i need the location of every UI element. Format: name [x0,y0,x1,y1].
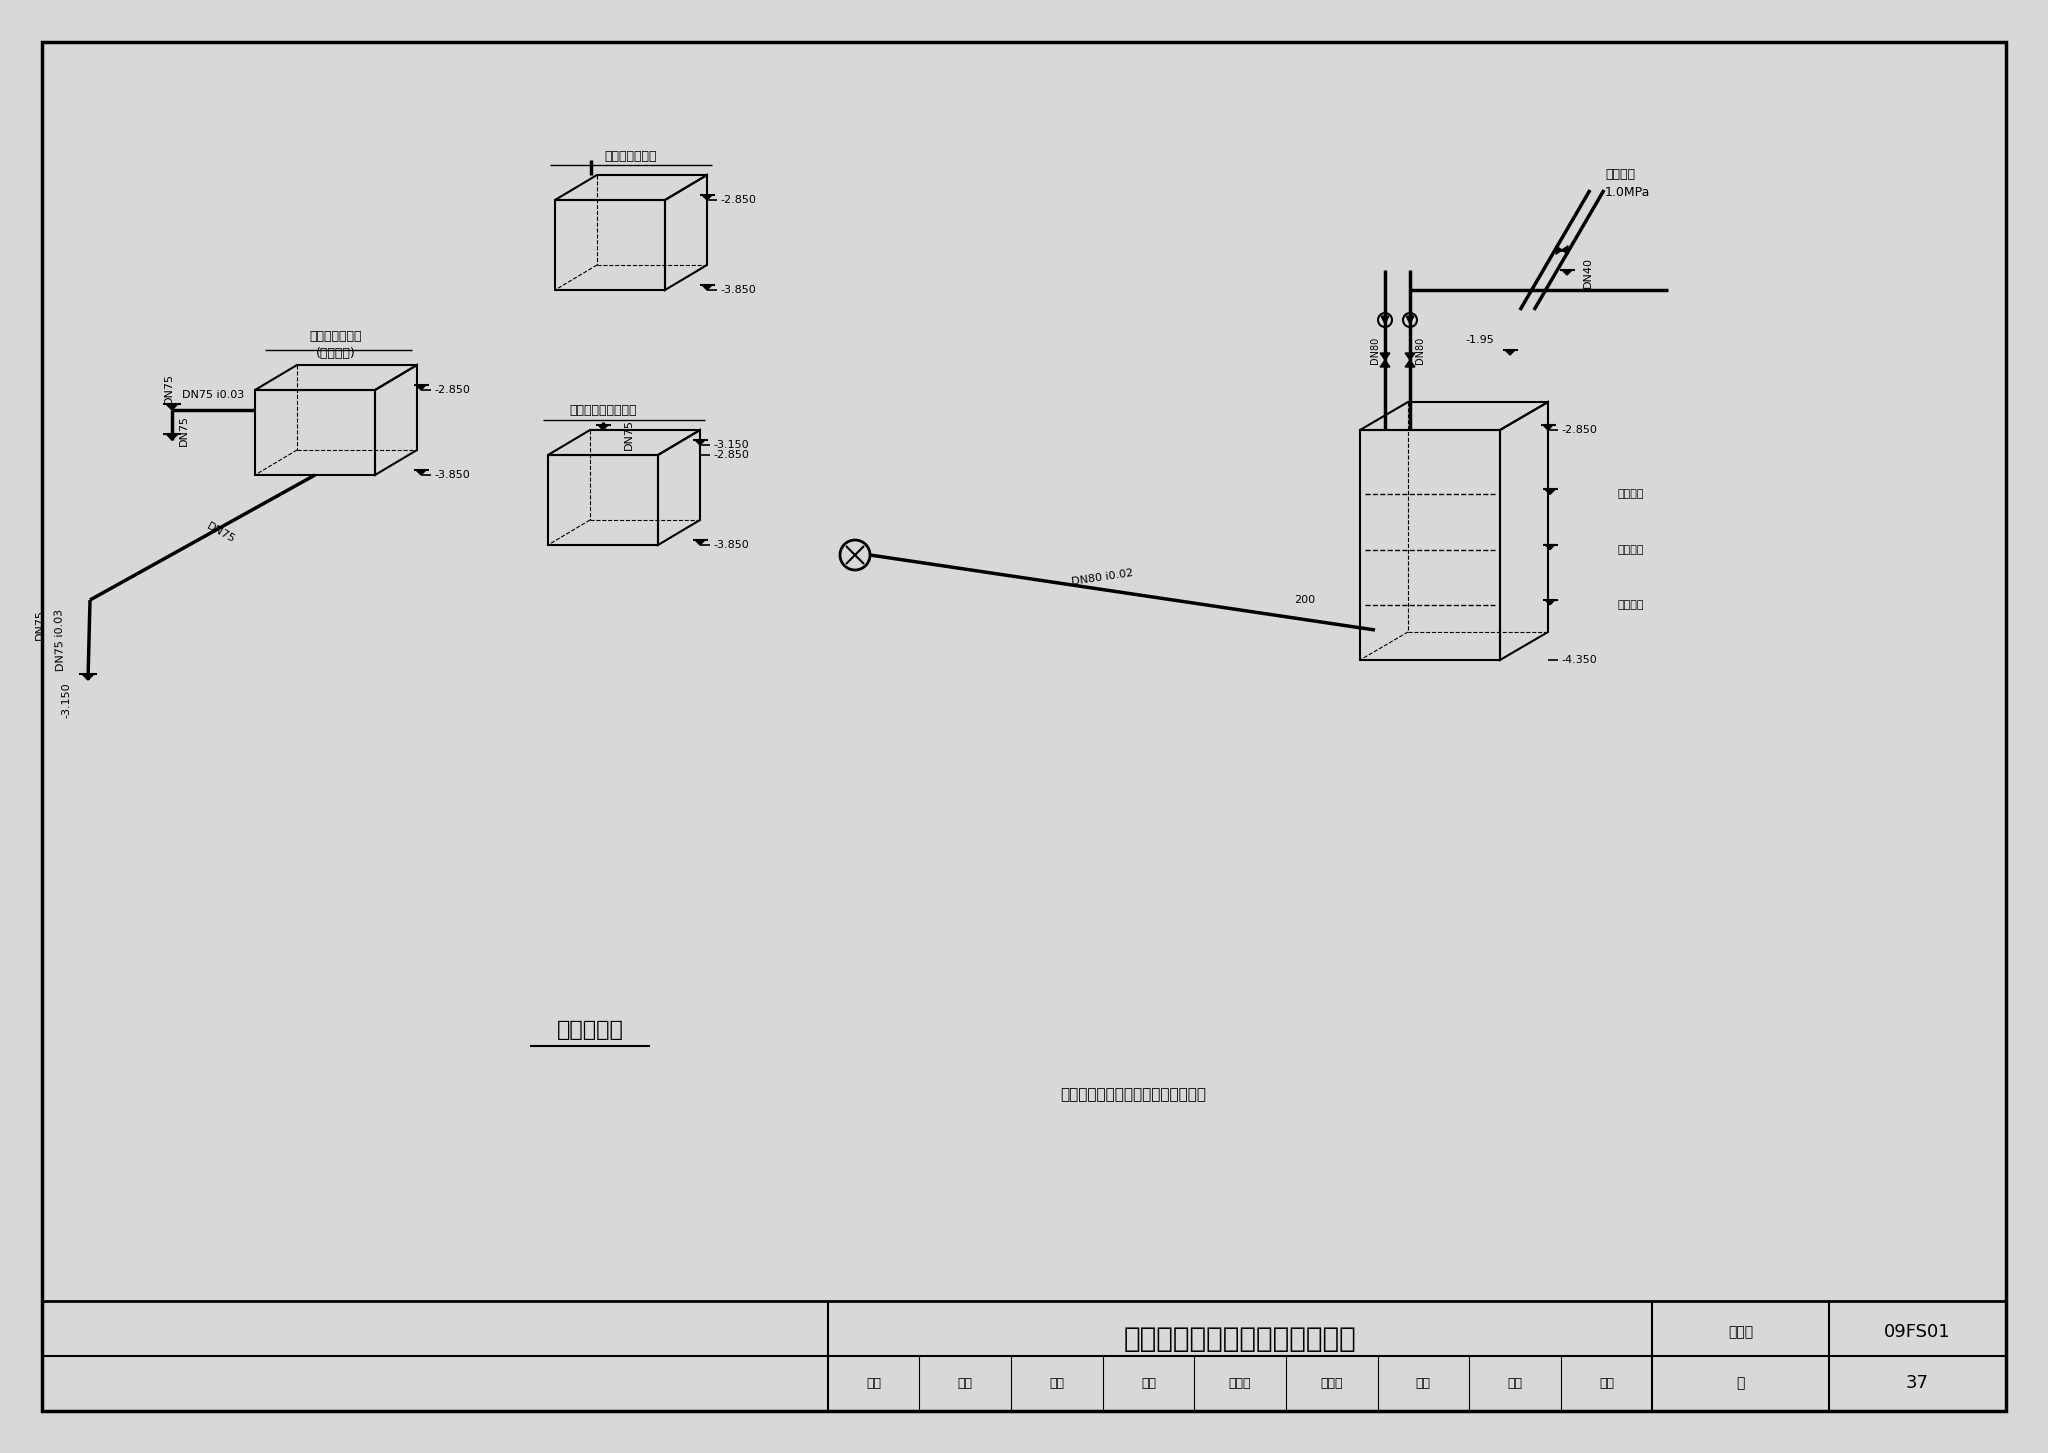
Text: 张爱华: 张爱华 [1229,1377,1251,1391]
Polygon shape [82,674,94,680]
Text: 审核: 审核 [866,1377,881,1391]
Polygon shape [1544,545,1554,549]
Text: 口部洗消污水集水坑: 口部洗消污水集水坑 [569,404,637,417]
Text: 页: 页 [1737,1376,1745,1391]
Text: 乙类二等人员掩蔽所排水轴测图: 乙类二等人员掩蔽所排水轴测图 [1124,1325,1356,1354]
Text: 启泵水位: 启泵水位 [1618,545,1645,555]
Polygon shape [1542,424,1552,430]
Text: 洗消污水集水坑: 洗消污水集水坑 [604,151,657,164]
Text: 200: 200 [1294,594,1315,604]
Text: -4.350: -4.350 [1561,655,1597,665]
Text: 09FS01: 09FS01 [1884,1322,1952,1341]
Text: DN75: DN75 [205,520,236,545]
Text: 校对: 校对 [1141,1377,1155,1391]
Polygon shape [1380,353,1391,360]
Text: (进风口部): (进风口部) [315,347,356,360]
Polygon shape [702,285,713,291]
Polygon shape [1380,317,1389,324]
Polygon shape [416,385,426,389]
Text: 图集号: 图集号 [1729,1325,1753,1338]
Polygon shape [1556,246,1563,254]
Text: 设计: 设计 [1415,1377,1432,1391]
Text: DN75: DN75 [35,609,45,641]
Polygon shape [598,424,608,430]
Text: 停泵水位: 停泵水位 [1618,600,1645,610]
Text: 杨晶: 杨晶 [1599,1377,1614,1391]
Bar [1360,430,1499,660]
Polygon shape [1544,600,1554,604]
Polygon shape [416,469,426,475]
Text: 37: 37 [1907,1375,1929,1392]
Polygon shape [1505,350,1516,355]
Polygon shape [694,440,705,445]
Polygon shape [166,434,178,440]
Text: -3.850: -3.850 [434,469,469,479]
Text: DN80: DN80 [1415,337,1425,363]
Polygon shape [702,195,713,201]
Text: -3.850: -3.850 [721,285,756,295]
Text: 防护阀门: 防护阀门 [1606,169,1634,182]
Polygon shape [1544,490,1554,494]
Bar [549,455,657,545]
Text: DN80 i0.02: DN80 i0.02 [1071,568,1135,587]
Text: -2.850: -2.850 [434,385,469,395]
Text: -2.850: -2.850 [713,450,750,461]
Polygon shape [1380,360,1391,368]
Text: 张爱华: 张爱华 [1321,1377,1343,1391]
Text: DN40: DN40 [1583,257,1593,288]
Text: 洗消污水集水坑: 洗消污水集水坑 [309,330,362,343]
Text: 杨晶: 杨晶 [1507,1377,1522,1391]
Polygon shape [1405,360,1415,368]
Text: -3.850: -3.850 [713,541,750,551]
Text: DN75 i0.03: DN75 i0.03 [182,389,244,400]
Bar [555,201,666,291]
Text: 排水轴测图: 排水轴测图 [557,1020,623,1040]
Text: DN75: DN75 [625,420,635,450]
Text: 金鹏: 金鹏 [958,1377,973,1391]
Bar [43,1300,2005,1411]
Polygon shape [1563,246,1569,254]
Text: -3.150: -3.150 [713,440,750,450]
Text: DN75: DN75 [178,414,188,446]
Polygon shape [1405,353,1415,360]
Text: 年呀: 年呀 [1049,1377,1065,1391]
Bar [256,389,375,475]
Polygon shape [1563,270,1573,275]
Polygon shape [694,541,705,545]
Polygon shape [1407,317,1413,324]
Text: 报警水位: 报警水位 [1618,490,1645,500]
Text: DN75 i0.03: DN75 i0.03 [53,609,66,671]
Text: -3.150: -3.150 [61,683,72,718]
Text: -1.95: -1.95 [1464,336,1493,344]
Text: 1.0MPa: 1.0MPa [1606,186,1651,199]
Text: 说明：污水泵采用手动控制启、停。: 说明：污水泵采用手动控制启、停。 [1061,1087,1206,1103]
Text: -2.850: -2.850 [1561,424,1597,434]
Text: DN80: DN80 [1370,337,1380,363]
Text: -2.850: -2.850 [721,195,756,205]
Text: DN75: DN75 [164,372,174,404]
Polygon shape [166,404,178,410]
